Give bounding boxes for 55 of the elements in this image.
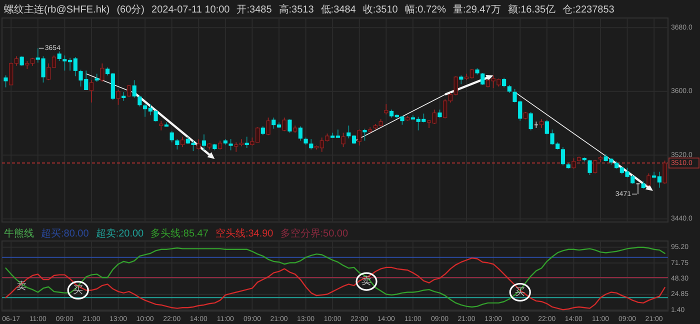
text: 高:3513 [278, 4, 314, 16]
candlestick [572, 158, 576, 170]
candlestick [132, 80, 136, 98]
chart-title: 牛熊线 [4, 228, 34, 240]
ref-line-label: 超卖:20.00 [96, 228, 144, 240]
candlestick [662, 160, 667, 184]
candlestick [646, 172, 651, 187]
candlestick [244, 136, 249, 148]
candlestick [116, 89, 120, 106]
candlestick [593, 159, 598, 174]
text: 2024-07-11 10:00 [152, 4, 230, 16]
text: 幅:0.72% [404, 4, 446, 16]
candlestick [309, 138, 314, 150]
text: 开:3485 [236, 4, 272, 16]
text: 量:29.47万 [453, 4, 501, 16]
text: 收:3510 [362, 4, 398, 16]
candlestick [159, 120, 164, 131]
candlestick [560, 146, 566, 166]
candlestick [288, 118, 292, 134]
text: 仓:2237853 [562, 4, 615, 16]
candlestick [362, 128, 367, 142]
candlestick [228, 138, 233, 151]
candlestick [138, 94, 142, 107]
candlestick [282, 117, 286, 132]
candlestick [89, 80, 94, 103]
text: (60分) [116, 4, 145, 16]
line-series [5, 257, 666, 310]
chart-title: 螺纹主连(rb@SHFE.hk) [4, 4, 110, 16]
text: 低:3484 [320, 4, 356, 16]
ref-line-label: 超买:80.00 [41, 228, 90, 240]
candlestick [126, 84, 132, 98]
candlestick [170, 130, 174, 143]
candlestick [196, 138, 201, 150]
candlestick [4, 74, 8, 88]
candlestick [341, 132, 346, 148]
candlestick [202, 134, 206, 151]
candlestick [57, 51, 62, 62]
candlestick [384, 104, 388, 115]
candlestick [266, 117, 270, 136]
candlestick [502, 77, 506, 88]
text: 额:16.35亿 [508, 4, 556, 16]
candlestick [357, 129, 362, 146]
annotation: 卖 [362, 275, 372, 288]
candlestick [175, 138, 180, 150]
candlestick [528, 112, 533, 131]
line-series [5, 246, 666, 308]
candlestick [180, 136, 185, 148]
candlestick [480, 72, 485, 86]
candlestick [588, 159, 592, 176]
text: 空头线:34.90 [215, 228, 274, 240]
candlestick [534, 121, 538, 128]
ref-line-label: 多空分界:50.00 [280, 228, 348, 240]
series-label: 多头线:85.47 [150, 228, 209, 240]
candlestick [100, 62, 104, 82]
candlestick [298, 126, 302, 142]
